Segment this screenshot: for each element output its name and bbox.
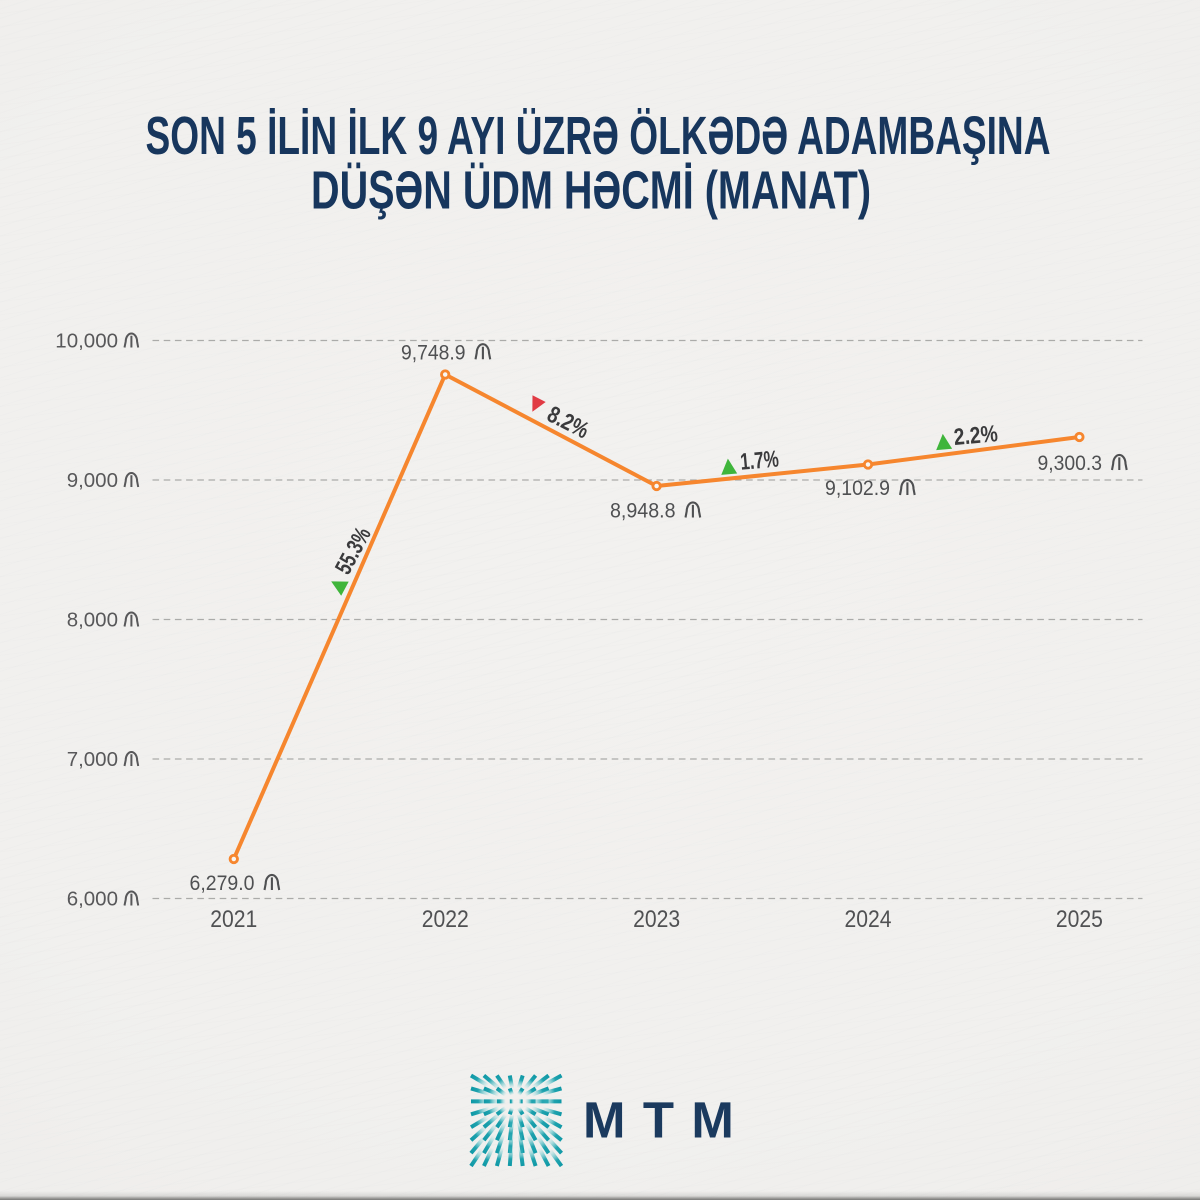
svg-text:8,000: 8,000 [67, 609, 118, 632]
svg-text:1.7%: 1.7% [739, 446, 780, 475]
svg-text:7,000: 7,000 [67, 748, 118, 771]
svg-text:MTM: MTM [583, 1092, 751, 1149]
svg-text:2025: 2025 [1056, 906, 1103, 933]
svg-text:2021: 2021 [210, 906, 257, 933]
svg-text:8.2%: 8.2% [543, 401, 593, 444]
svg-text:2024: 2024 [845, 906, 892, 933]
svg-text:2.2%: 2.2% [953, 420, 999, 450]
svg-text:8,948.8: 8,948.8 [610, 499, 676, 523]
svg-text:2023: 2023 [633, 906, 680, 933]
svg-text:2022: 2022 [422, 906, 469, 933]
svg-text:9,748.9: 9,748.9 [401, 340, 466, 364]
svg-text:10,000: 10,000 [55, 330, 118, 353]
svg-text:9,102.9: 9,102.9 [825, 476, 890, 500]
svg-text:6,279.0: 6,279.0 [190, 871, 255, 895]
svg-text:9,000: 9,000 [67, 469, 118, 492]
svg-text:DÜŞƏN ÜDM HƏCMİ (MANAT): DÜŞƏN ÜDM HƏCMİ (MANAT) [311, 161, 871, 221]
svg-text:9,300.3: 9,300.3 [1038, 451, 1103, 475]
svg-text:SON 5 İLİN İLK 9 AYI ÜZRƏ ÖLKƏ: SON 5 İLİN İLK 9 AYI ÜZRƏ ÖLKƏDƏ ADAMBAŞ… [146, 106, 1051, 166]
svg-text:6,000: 6,000 [67, 888, 118, 911]
